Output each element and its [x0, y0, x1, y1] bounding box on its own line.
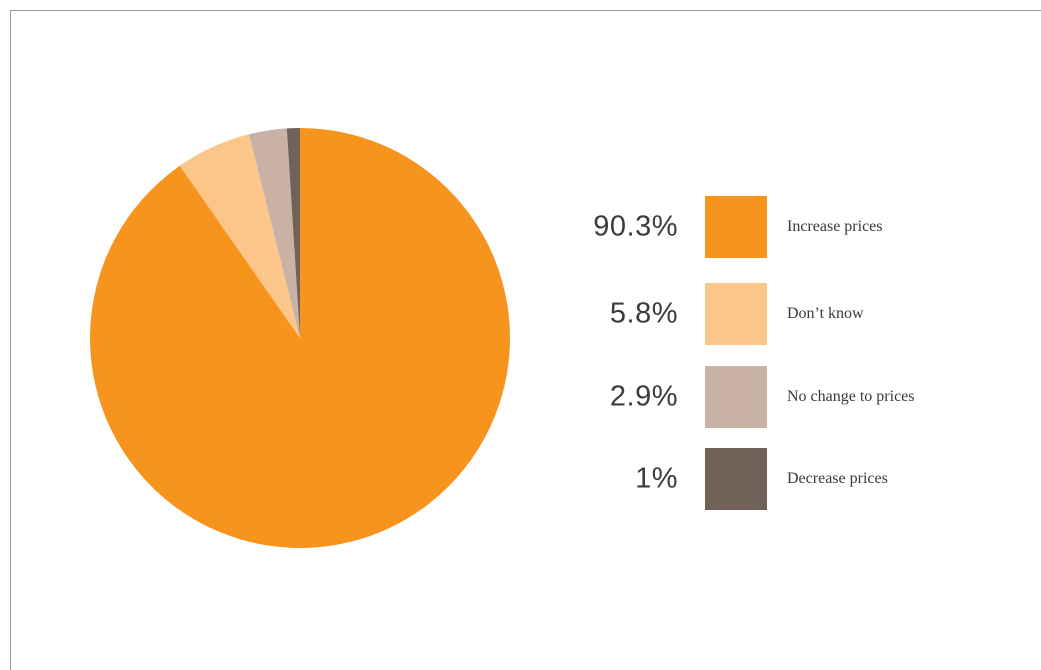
- legend-label: No change to prices: [787, 388, 915, 405]
- legend-swatch: [705, 283, 767, 345]
- legend-label: Decrease prices: [787, 470, 888, 487]
- pie-slice-don-t-know: [179, 134, 300, 338]
- legend-item-dont-know: 5.8% Don’t know: [560, 283, 980, 345]
- pie-slice-decrease-prices: [286, 128, 300, 338]
- pie-slice-no-change-to-prices: [249, 128, 300, 338]
- pie-slice-increase-prices: [90, 128, 511, 548]
- legend-label: Increase prices: [787, 218, 883, 235]
- slice-value-label: 5.8%: [609, 297, 678, 330]
- legend-swatch: [705, 196, 767, 258]
- slice-value-label: 1%: [635, 462, 678, 495]
- pie-chart: [90, 128, 511, 548]
- slice-value-label: 2.9%: [609, 380, 678, 413]
- legend-item-no-change-to-prices: 2.9% No change to prices: [560, 366, 980, 428]
- legend-swatch: [705, 448, 767, 510]
- legend-label: Don’t know: [787, 305, 864, 322]
- legend-swatch: [705, 366, 767, 428]
- legend-item-decrease-prices: 1% Decrease prices: [560, 448, 980, 510]
- chart-frame: [10, 10, 1041, 670]
- slice-value-label: 90.3%: [593, 210, 678, 243]
- legend-item-increase-prices: 90.3% Increase prices: [560, 196, 980, 258]
